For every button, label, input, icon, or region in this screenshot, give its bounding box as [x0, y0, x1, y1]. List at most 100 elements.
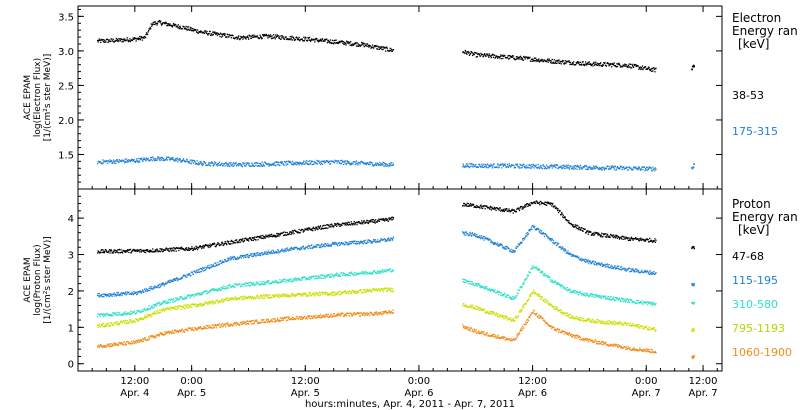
proton-data-point — [206, 244, 209, 246]
electron-data-point — [206, 30, 208, 33]
proton-data-point — [355, 240, 358, 243]
proton-data-point — [259, 253, 261, 256]
electron-data-point — [320, 162, 323, 165]
proton-data-point — [302, 229, 304, 231]
electron-data-point — [258, 165, 260, 167]
electron-data-point — [207, 163, 210, 165]
electron-data-point — [172, 24, 174, 26]
electron-data-point — [241, 165, 244, 168]
proton-data-point — [498, 290, 500, 293]
electron-data-point — [237, 36, 239, 38]
electron-data-point — [520, 164, 523, 166]
electron-data-point — [613, 64, 615, 66]
proton-data-point — [381, 271, 383, 273]
electron-data-point — [613, 166, 615, 169]
electron-data-point — [523, 165, 525, 167]
proton-data-point — [600, 264, 602, 266]
proton-data-point — [148, 287, 150, 290]
electron-data-point — [379, 161, 381, 164]
proton-data-point — [251, 239, 253, 242]
proton-data-point — [279, 250, 282, 253]
proton-data-point — [284, 248, 286, 250]
proton-data-point — [496, 291, 498, 294]
electron-data-point — [578, 167, 581, 169]
electron-data-point — [489, 54, 491, 57]
proton-data-point — [288, 280, 290, 283]
proton-data-point — [517, 293, 519, 295]
proton-data-point — [282, 249, 285, 252]
electron-data-point — [389, 163, 391, 166]
electron-data-point — [187, 28, 189, 30]
electron-data-point — [250, 165, 252, 168]
proton-data-point — [620, 238, 623, 240]
proton-data-point — [372, 271, 374, 273]
electron-data-point — [502, 57, 504, 60]
electron-data-point — [363, 42, 365, 44]
electron-data-point — [252, 163, 254, 165]
proton-data-point — [103, 313, 105, 315]
proton-data-point — [625, 270, 627, 272]
electron-data-point — [247, 162, 249, 164]
proton-data-point — [379, 241, 381, 243]
proton-data-point — [576, 224, 578, 226]
proton-data-point — [336, 225, 338, 227]
proton-data-point — [528, 229, 531, 231]
proton-data-point — [166, 282, 168, 284]
proton-data-point — [114, 249, 116, 252]
proton-data-point — [104, 324, 106, 327]
proton-data-point — [122, 313, 124, 315]
proton-data-point — [581, 229, 584, 232]
proton-data-point — [362, 272, 364, 275]
proton-data-point — [296, 247, 298, 249]
proton-data-point — [610, 266, 612, 268]
proton-data-point — [350, 272, 352, 274]
electron-data-point — [112, 40, 114, 42]
proton-data-point — [304, 279, 307, 281]
proton-data-point — [308, 227, 311, 229]
electron-data-point — [631, 64, 634, 67]
electron-data-point — [519, 164, 522, 166]
proton-data-point — [222, 285, 225, 287]
electron-data-point — [390, 48, 393, 50]
proton-data-point — [506, 246, 509, 248]
electron-data-point — [535, 57, 537, 59]
proton-data-point — [103, 326, 106, 328]
electron-data-point — [136, 159, 138, 162]
proton-data-point — [480, 204, 482, 206]
proton-data-point — [643, 271, 645, 273]
proton-data-point — [218, 263, 221, 265]
proton-data-point — [595, 264, 597, 266]
proton-data-point — [529, 230, 531, 232]
proton-data-point — [374, 222, 376, 224]
proton-data-point — [650, 272, 652, 274]
proton-data-point — [163, 285, 165, 287]
electron-data-point — [523, 163, 525, 166]
proton-data-point — [344, 243, 346, 245]
electron-data-point — [564, 167, 566, 170]
proton-data-point — [503, 209, 505, 212]
proton-data-point — [321, 277, 323, 279]
proton-data-point — [483, 205, 486, 207]
proton-data-point — [210, 244, 212, 247]
proton-data-point — [562, 246, 564, 248]
proton-data-point — [275, 280, 277, 282]
electron-data-point — [580, 63, 583, 65]
proton-data-point — [292, 230, 295, 232]
proton-data-point — [189, 248, 191, 250]
proton-data-point — [364, 270, 366, 273]
electron-data-point — [597, 63, 599, 65]
proton-data-point — [627, 301, 629, 303]
proton-data-point — [239, 239, 241, 241]
proton-data-point — [252, 239, 254, 241]
electron-data-point — [515, 58, 517, 61]
proton-data-point — [214, 262, 216, 264]
proton-data-point — [467, 205, 469, 207]
electron-data-point — [631, 169, 634, 171]
proton-data-point — [244, 285, 247, 287]
electron-data-point — [653, 68, 656, 71]
electron-data-point — [296, 161, 298, 163]
proton-data-point — [390, 217, 392, 220]
electron-data-point — [97, 39, 100, 42]
electron-data-point — [462, 163, 464, 165]
proton-data-point — [130, 251, 133, 253]
